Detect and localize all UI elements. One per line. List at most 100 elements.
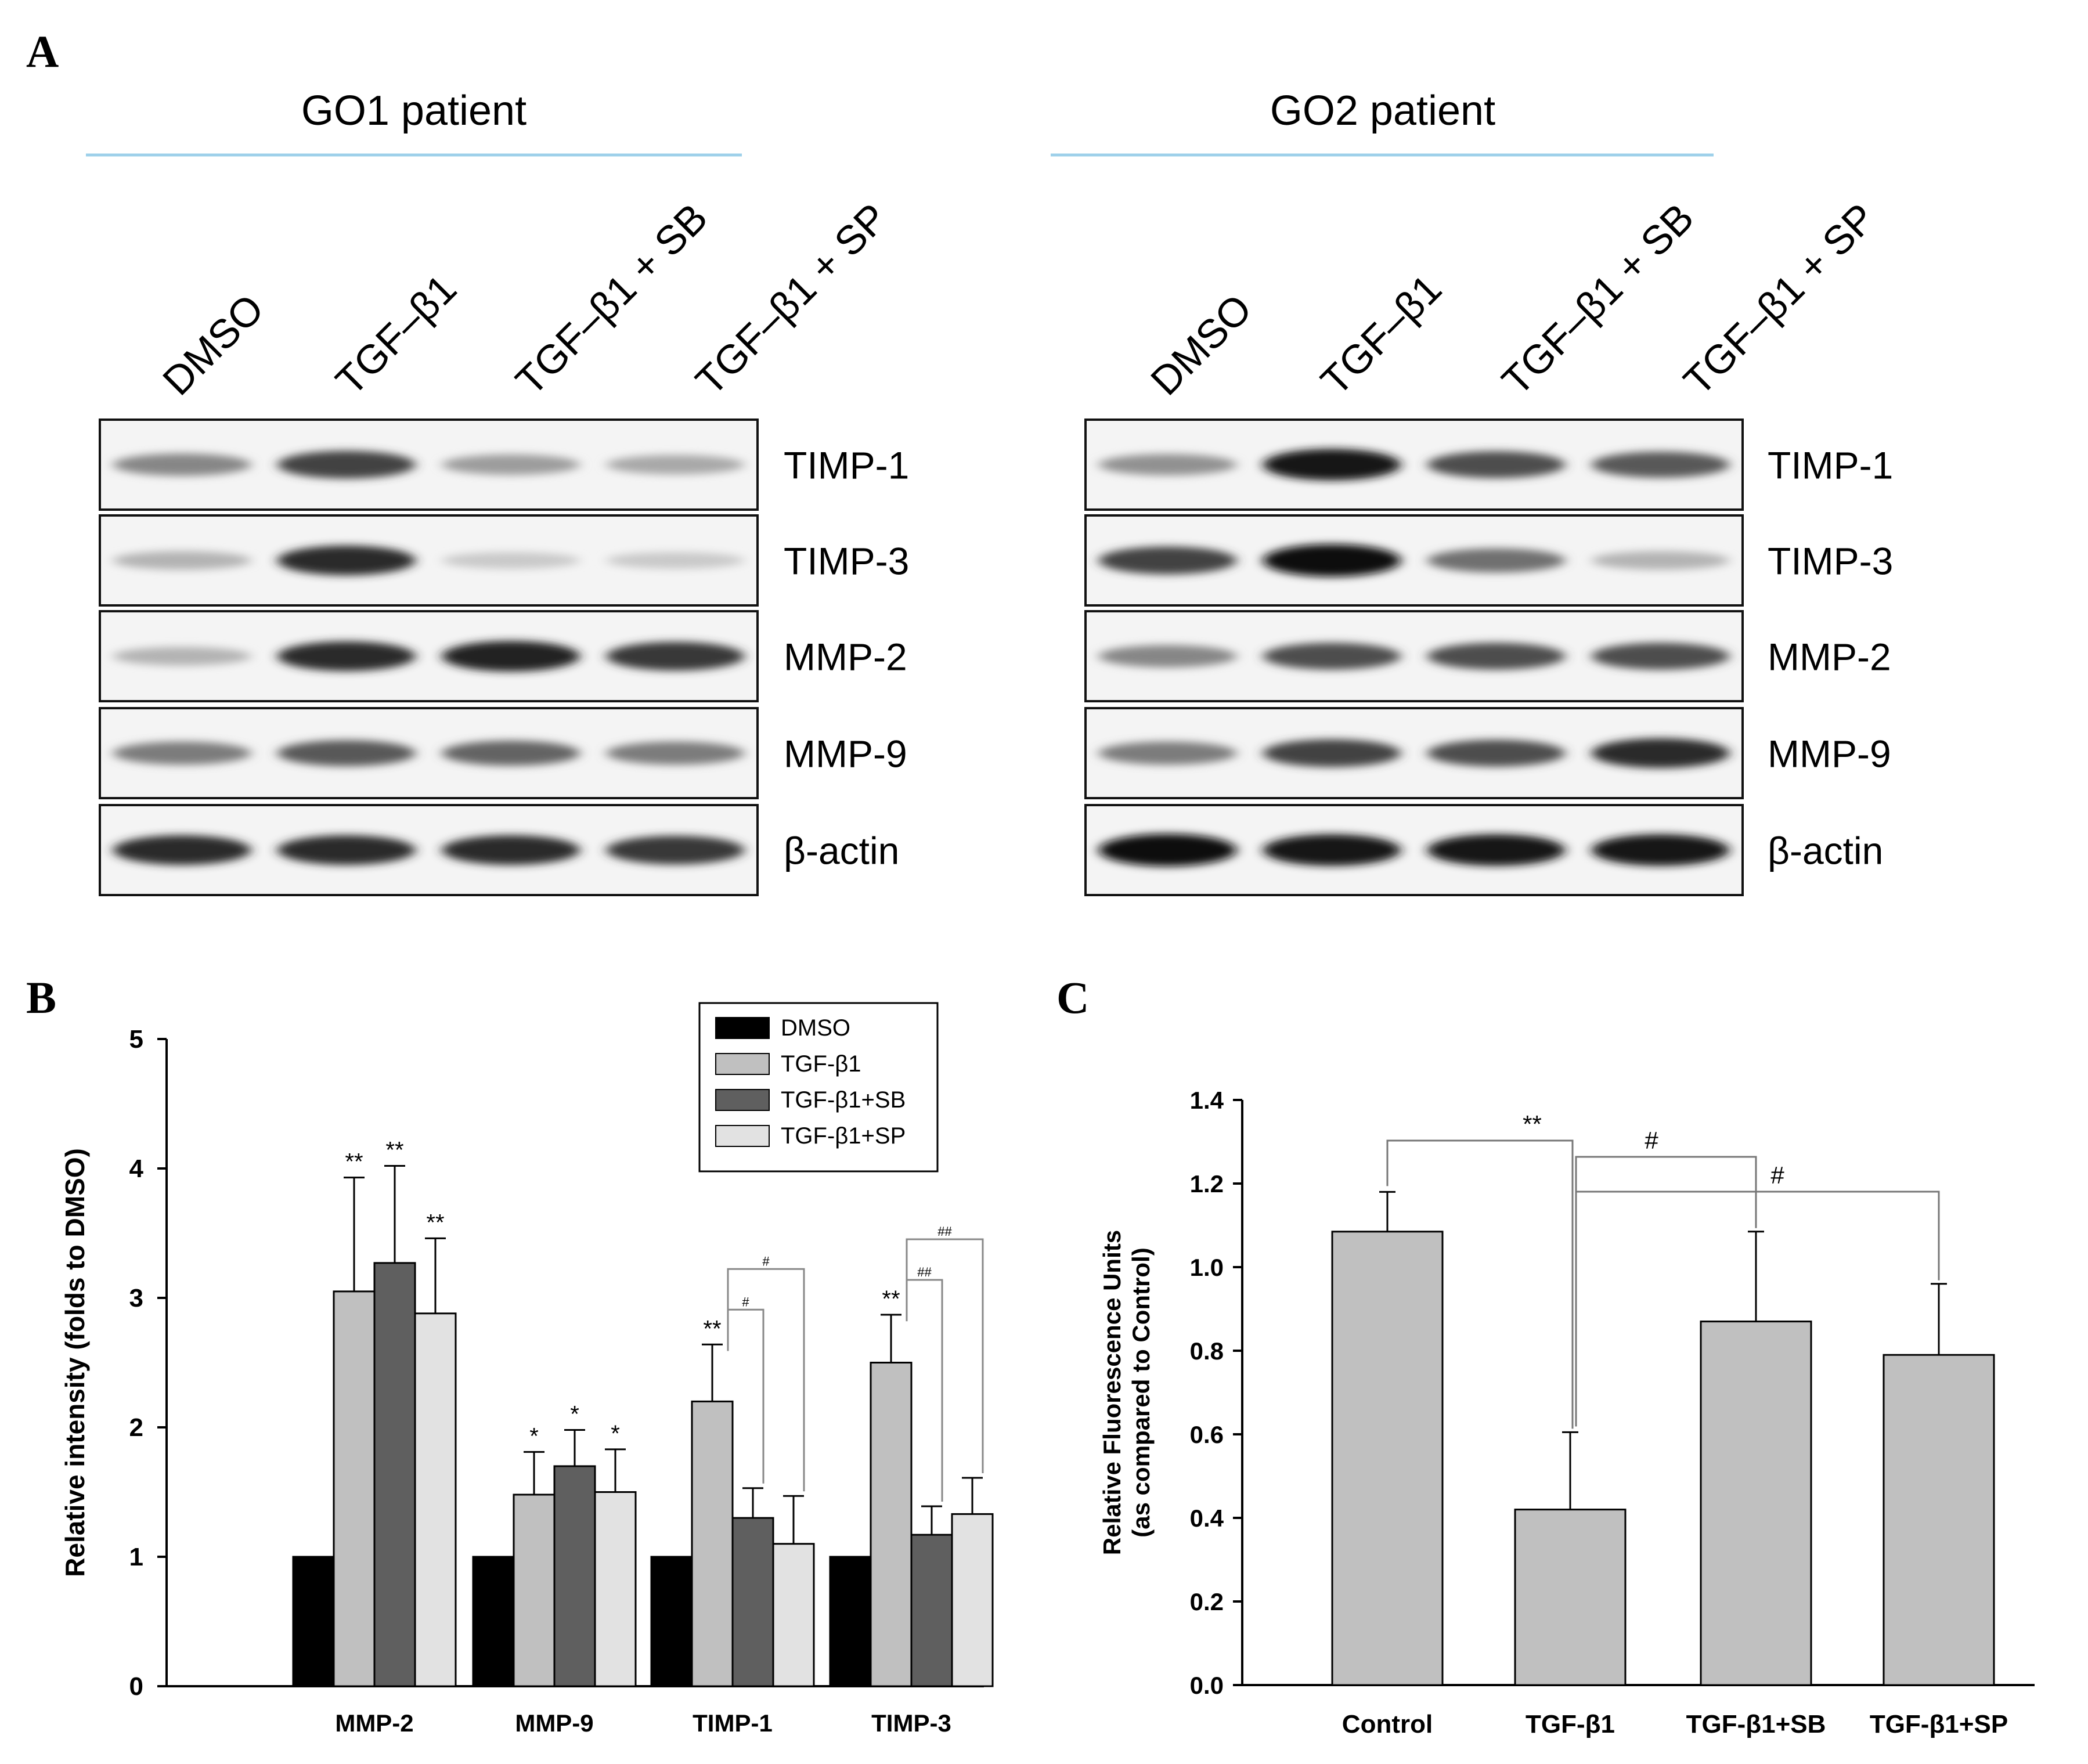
protein-band: [1263, 449, 1401, 481]
bar: [951, 1513, 994, 1687]
protein-band: [277, 545, 416, 576]
significance-mark: ##: [937, 1224, 952, 1239]
protein-label: TIMP-1: [1768, 444, 1893, 487]
legend-label: TGF-β1+SB: [781, 1087, 906, 1113]
significance-mark: **: [426, 1210, 444, 1235]
lane-label: TGF–β1: [327, 266, 465, 404]
x-tick-label: MMP-2: [335, 1709, 413, 1737]
significance-bracket: [727, 1268, 805, 1492]
significance-mark: *: [529, 1423, 539, 1449]
protein-label: MMP-2: [1768, 636, 1891, 679]
protein-label: TIMP-1: [784, 444, 909, 487]
lane-label: TGF–β1 + SP: [1675, 195, 1884, 404]
protein-band: [442, 835, 580, 865]
protein-band: [1591, 834, 1730, 866]
protein-band: [1427, 834, 1566, 866]
significance-mark: #: [742, 1294, 749, 1309]
protein-band: [1591, 738, 1730, 769]
y-tick-label: 1.4: [1190, 1087, 1224, 1114]
significance-mark: *: [570, 1401, 579, 1427]
chart-c-fluorescence: 0.0 0.2 0.4 0.6 0.8 1.0 1.2 1.4 Relative Fluores…: [1098, 1087, 2035, 1738]
protein-band: [442, 740, 580, 766]
significance-mark: #: [1770, 1161, 1784, 1189]
protein-label: MMP-9: [1768, 733, 1891, 775]
protein-band: [277, 740, 416, 766]
bar: [870, 1362, 913, 1687]
protein-label: TIMP-3: [784, 540, 909, 583]
protein-band: [442, 641, 580, 672]
significance-bracket: [906, 1238, 984, 1473]
bar: [1514, 1509, 1627, 1686]
significance-mark: **: [345, 1149, 363, 1175]
lane-label: TGF–β1 + SB: [507, 195, 716, 404]
x-tick-label: TGF-β1+SP: [1870, 1710, 2008, 1738]
protein-band: [1263, 739, 1401, 767]
protein-band: [606, 552, 745, 569]
x-tick-label: TGF-β1: [1526, 1710, 1615, 1738]
protein-band: [1098, 834, 1237, 867]
legend-swatch: [715, 1089, 770, 1111]
protein-band: [1098, 546, 1237, 575]
protein-band: [442, 454, 580, 475]
protein-label: β-actin: [784, 829, 899, 872]
protein-band: [1098, 454, 1237, 475]
protein-label: β-actin: [1768, 829, 1883, 872]
y-axis-label-line: Relative Fluorescence Units: [1098, 1230, 1126, 1555]
protein-band: [277, 835, 416, 865]
protein-band: [113, 551, 251, 570]
protein-label: TIMP-3: [1768, 540, 1893, 583]
protein-band: [606, 741, 745, 765]
protein-band: [442, 552, 580, 569]
bar: [594, 1491, 637, 1687]
lane-label: TGF–β1: [1312, 266, 1450, 404]
bar: [691, 1400, 734, 1687]
y-axis-label: Relative intensity (folds to DMSO): [60, 1148, 90, 1577]
bar: [333, 1290, 376, 1687]
bar: [414, 1312, 457, 1687]
protein-band: [1591, 551, 1730, 570]
blot-title: GO1 patient: [301, 88, 526, 134]
protein-band: [113, 647, 251, 666]
legend-swatch: [715, 1017, 770, 1039]
bar: [373, 1262, 416, 1687]
legend-label: TGF-β1+SP: [781, 1123, 906, 1149]
bar: [650, 1556, 693, 1687]
significance-mark: **: [1523, 1110, 1542, 1138]
significance-mark: #: [762, 1254, 770, 1268]
legend-label: TGF-β1: [781, 1051, 861, 1077]
bar: [553, 1465, 596, 1687]
significance-mark: *: [611, 1421, 620, 1446]
x-tick-label: Control: [1342, 1710, 1433, 1738]
panel-label-c: C: [1056, 972, 1089, 1023]
protein-band: [1427, 451, 1566, 478]
bar: [1331, 1231, 1444, 1686]
protein-band: [1591, 452, 1730, 478]
y-axis-label: Relative Fluorescence Units(as compared …: [1098, 1230, 1155, 1555]
y-tick-label: 0.2: [1190, 1588, 1224, 1615]
y-tick-label: 0.6: [1190, 1421, 1224, 1448]
y-tick-label: 2: [129, 1413, 143, 1442]
significance-bracket: [1575, 1191, 1940, 1427]
y-axis-label-line: (as compared to Control): [1127, 1247, 1155, 1537]
bar: [829, 1556, 872, 1687]
blot-title: GO2 patient: [1270, 88, 1495, 134]
lane-label: DMSO: [1142, 286, 1260, 404]
x-tick-label: TIMP-1: [693, 1709, 773, 1737]
lane-label: TGF–β1 + SB: [1493, 195, 1702, 404]
protein-band: [1591, 643, 1730, 670]
protein-band: [606, 454, 745, 475]
y-tick-label: 1: [129, 1543, 143, 1571]
bar: [513, 1494, 556, 1687]
y-tick-label: 0: [129, 1672, 143, 1701]
bar: [1883, 1354, 1995, 1686]
protein-band: [113, 453, 251, 476]
protein-band: [1427, 739, 1566, 767]
protein-band: [277, 641, 416, 672]
significance-mark: ##: [917, 1265, 932, 1279]
protein-band: [1098, 645, 1237, 668]
x-tick-label: MMP-9: [515, 1709, 593, 1737]
bar: [472, 1556, 515, 1687]
